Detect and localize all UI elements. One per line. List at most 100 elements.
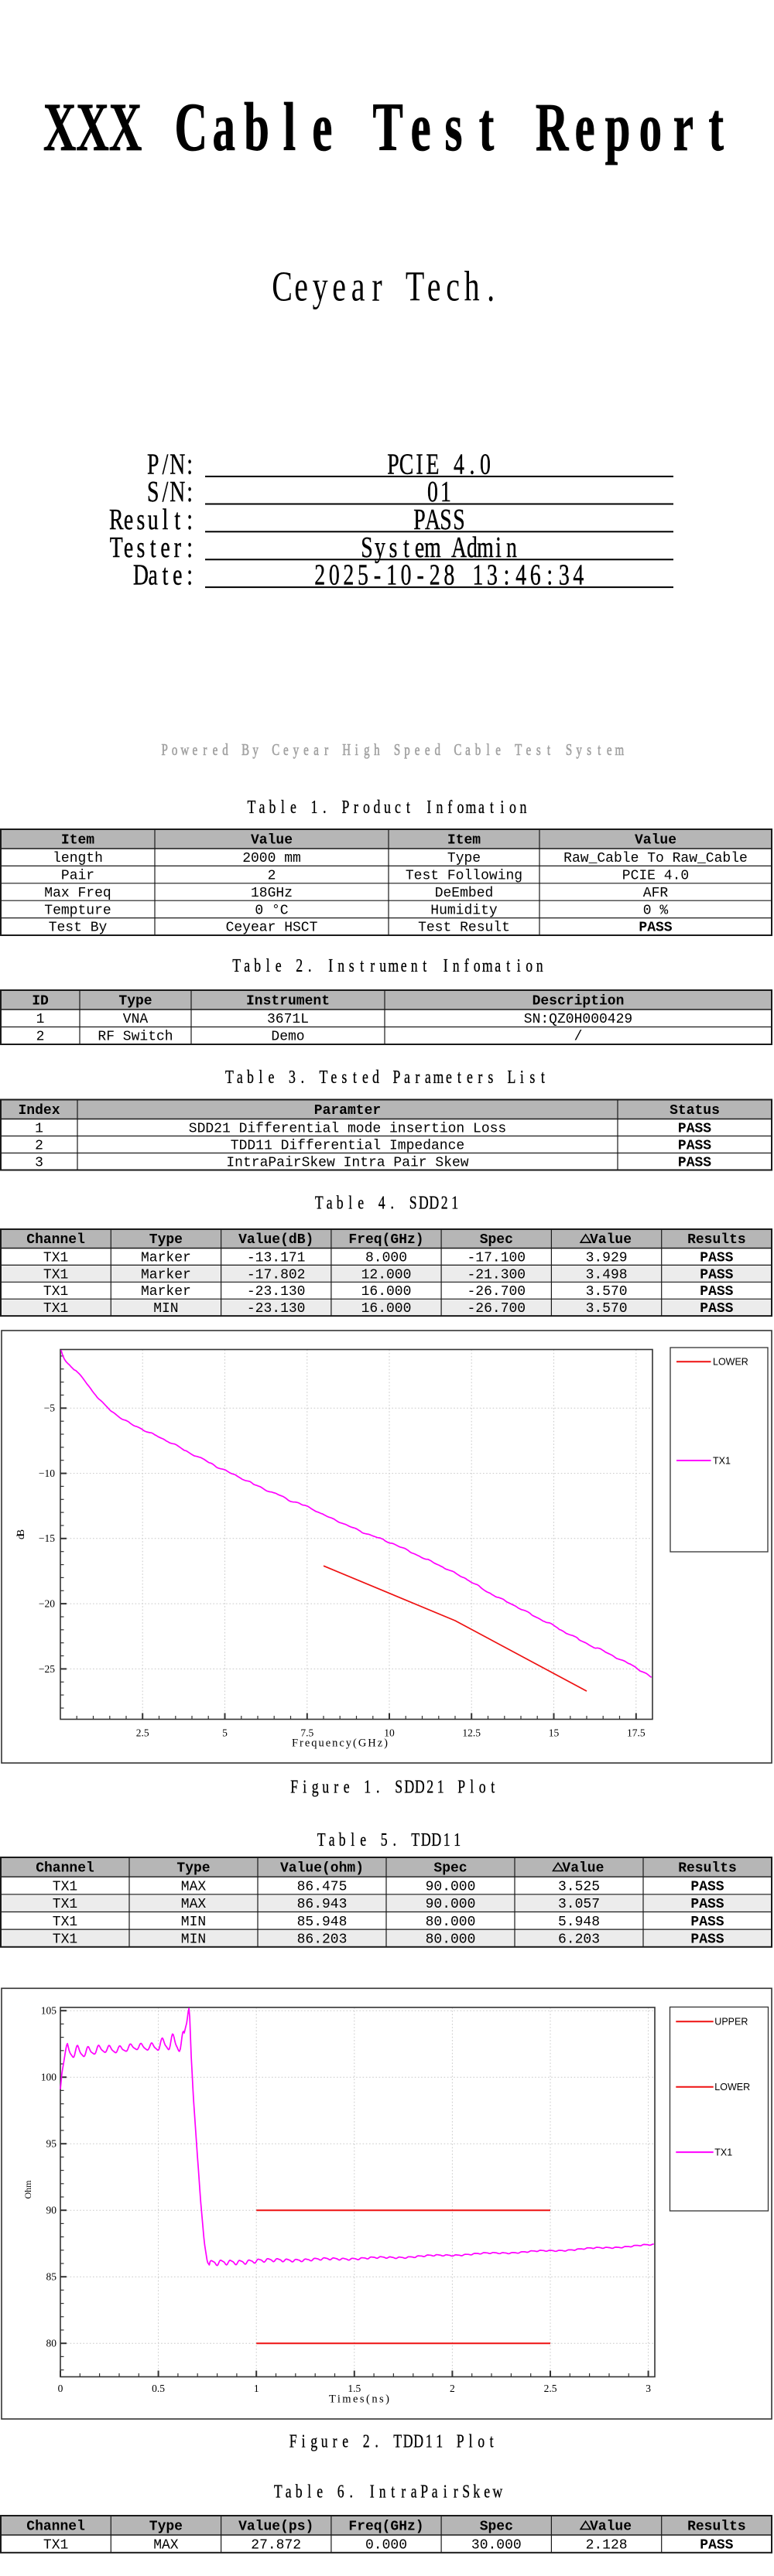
svg-text:TX1: TX1: [43, 2537, 68, 2553]
svg-text:1.5: 1.5: [348, 2383, 361, 2394]
svg-text:-23.130: -23.130: [247, 1284, 306, 1300]
svg-text:86.475: 86.475: [297, 1880, 348, 1895]
svg-text:3.498: 3.498: [586, 1267, 628, 1283]
svg-text:TX1: TX1: [53, 1880, 77, 1895]
svg-text:Paramter: Paramter: [314, 1103, 381, 1119]
svg-text:Results: Results: [678, 1861, 737, 1877]
svg-text:Marker: Marker: [141, 1284, 191, 1300]
svg-text:3.525: 3.525: [558, 1880, 600, 1895]
svg-text:LOWER: LOWER: [713, 1357, 748, 1368]
svg-text:Humidity: Humidity: [430, 903, 498, 918]
svg-text:TX1: TX1: [43, 1301, 68, 1317]
svg-text:PASS: PASS: [700, 1250, 733, 1266]
svg-text:Index: Index: [18, 1103, 60, 1119]
svg-text:LOWER: LOWER: [714, 2082, 750, 2093]
svg-text:3: 3: [35, 1155, 43, 1170]
svg-text:TX1: TX1: [43, 1267, 68, 1283]
svg-text:17.5: 17.5: [627, 1727, 646, 1739]
svg-text:Times(ns): Times(ns): [329, 2393, 389, 2406]
svg-text:PASS: PASS: [690, 1897, 724, 1912]
svg-text:/: /: [574, 1030, 583, 1045]
svg-text:PASS: PASS: [678, 1138, 711, 1153]
svg-text:80: 80: [46, 2338, 57, 2349]
svg-text:PASS: PASS: [690, 1915, 724, 1930]
svg-text:Ceyear HSCT: Ceyear HSCT: [226, 921, 318, 936]
svg-text:−15: −15: [39, 1532, 55, 1544]
svg-text:PASS: PASS: [700, 1267, 733, 1283]
svg-text:MIN: MIN: [153, 1301, 178, 1317]
svg-text:Tester:: Tester:: [110, 531, 193, 564]
svg-text:5.948: 5.948: [558, 1915, 600, 1930]
svg-text:Pair: Pair: [61, 869, 94, 884]
svg-text:3: 3: [646, 2383, 651, 2394]
svg-text:6.203: 6.203: [558, 1932, 600, 1947]
svg-text:−25: −25: [39, 1663, 55, 1675]
svg-text:12.000: 12.000: [361, 1267, 412, 1283]
svg-text:MIN: MIN: [181, 1915, 206, 1930]
svg-text:Test By: Test By: [49, 921, 108, 936]
svg-text:TDD11 Differential Impedance: TDD11 Differential Impedance: [231, 1138, 464, 1153]
svg-text:2.5: 2.5: [136, 1727, 149, 1739]
svg-text:3.929: 3.929: [586, 1250, 628, 1266]
svg-text:Frequency(GHz): Frequency(GHz): [292, 1737, 388, 1750]
svg-text:AFR: AFR: [643, 886, 669, 901]
svg-text:2.128: 2.128: [586, 2537, 628, 2553]
svg-text:Raw_Cable To Raw_Cable: Raw_Cable To Raw_Cable: [563, 851, 748, 866]
svg-text:90.000: 90.000: [426, 1897, 476, 1912]
svg-text:PASS: PASS: [700, 1301, 733, 1317]
svg-text:Value: Value: [562, 1861, 604, 1877]
svg-text:Test Following: Test Following: [406, 869, 522, 884]
svg-text:Demo: Demo: [271, 1030, 304, 1045]
svg-text:10: 10: [384, 1727, 395, 1739]
svg-text:UPPER: UPPER: [714, 2017, 748, 2028]
svg-text:MAX: MAX: [153, 2537, 179, 2553]
svg-text:Channel: Channel: [26, 2519, 85, 2534]
svg-text:PASS: PASS: [700, 2537, 733, 2553]
svg-text:TX1: TX1: [43, 1284, 68, 1300]
svg-text:30.000: 30.000: [471, 2537, 522, 2553]
svg-text:XXX Cable Test Report: XXX Cable Test Report: [43, 90, 724, 166]
svg-text:PASS: PASS: [678, 1121, 711, 1136]
svg-text:Marker: Marker: [141, 1250, 191, 1266]
svg-text:Instrument: Instrument: [246, 993, 330, 1009]
svg-text:16.000: 16.000: [361, 1284, 412, 1300]
svg-text:Tempture: Tempture: [44, 903, 111, 918]
svg-text:Freq(GHz): Freq(GHz): [348, 2519, 423, 2534]
svg-text:Channel: Channel: [26, 1232, 85, 1248]
svg-text:S/N:: S/N:: [147, 476, 193, 508]
svg-text:Spec: Spec: [480, 1232, 513, 1248]
svg-text:ID: ID: [32, 993, 49, 1009]
svg-text:Type: Type: [149, 1232, 183, 1248]
svg-text:PASS: PASS: [690, 1932, 724, 1947]
svg-text:Channel: Channel: [36, 1861, 94, 1877]
svg-text:DeEmbed: DeEmbed: [435, 886, 494, 901]
svg-text:3.570: 3.570: [586, 1284, 628, 1300]
svg-text:Result:: Result:: [109, 504, 193, 536]
svg-text:85: 85: [46, 2271, 57, 2283]
svg-text:Marker: Marker: [141, 1267, 191, 1283]
svg-text:7.5: 7.5: [300, 1727, 313, 1739]
svg-text:-26.700: -26.700: [467, 1284, 526, 1300]
svg-text:P/N:: P/N:: [147, 448, 193, 480]
svg-text:TX1: TX1: [714, 2147, 732, 2157]
svg-text:2: 2: [35, 1138, 43, 1153]
svg-text:2.5: 2.5: [544, 2383, 557, 2394]
svg-text:PASS: PASS: [700, 1284, 733, 1300]
svg-text:Value: Value: [590, 2519, 632, 2534]
svg-text:90.000: 90.000: [426, 1880, 476, 1895]
svg-text:TX1: TX1: [43, 1250, 68, 1266]
svg-text:0 °C: 0 °C: [255, 903, 288, 918]
svg-text:IntraPairSkew Intra Pair Skew: IntraPairSkew Intra Pair Skew: [226, 1155, 468, 1170]
svg-text:PASS: PASS: [413, 504, 464, 536]
svg-text:Table 1. Product Infomation: Table 1. Product Infomation: [247, 796, 526, 817]
svg-text:0.5: 0.5: [152, 2383, 165, 2394]
svg-text:-13.171: -13.171: [247, 1250, 306, 1266]
svg-text:Type: Type: [118, 993, 152, 1009]
svg-text:Value: Value: [251, 832, 293, 848]
svg-text:−20: −20: [39, 1598, 55, 1610]
svg-text:3.570: 3.570: [586, 1301, 628, 1317]
svg-text:Item: Item: [61, 832, 94, 848]
svg-text:2: 2: [36, 1030, 45, 1045]
svg-text:Freq(GHz): Freq(GHz): [348, 1232, 423, 1248]
svg-text:Results: Results: [687, 1232, 746, 1248]
